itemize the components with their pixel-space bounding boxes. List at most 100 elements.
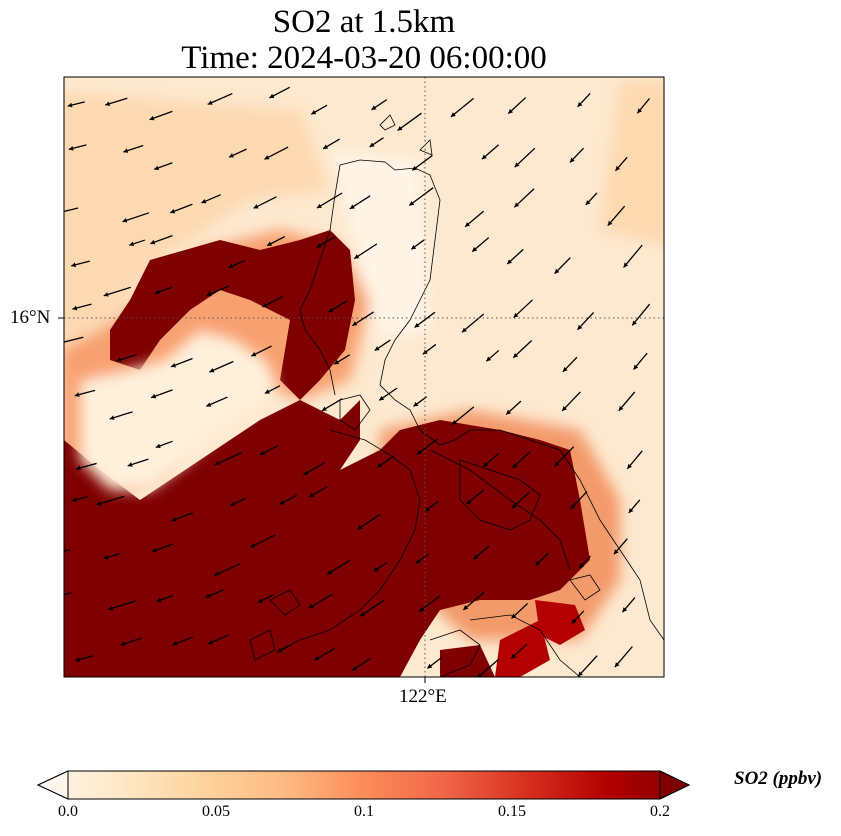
wind-arrow-head <box>360 611 366 617</box>
wind-arrow-shaft <box>316 192 343 209</box>
wind-arrow-head <box>578 671 583 677</box>
wind-arrow-head <box>615 165 621 171</box>
wind-arrow-head <box>71 497 77 503</box>
gridlines <box>64 77 664 677</box>
colorbar-tick: 0.0 <box>58 803 78 820</box>
wind-arrow-head <box>116 357 122 363</box>
wind-arrow-head <box>513 312 519 318</box>
wind-arrow-head <box>257 598 263 603</box>
wind-arrow-shaft <box>397 112 422 132</box>
wind-arrow-head <box>466 499 472 505</box>
wind-arrow-head <box>75 657 81 662</box>
wind-arrow-head <box>151 393 157 399</box>
wind-arrow-head <box>327 569 333 575</box>
wind-arrow-shaft <box>359 599 385 617</box>
wind-arrow-shaft <box>308 593 333 609</box>
wind-arrow-head <box>577 324 583 330</box>
wind-arrow-head <box>483 462 489 467</box>
wind-arrow-head <box>512 503 518 509</box>
wind-arrow-head <box>506 409 512 415</box>
wind-arrow-head <box>623 262 629 268</box>
wind-arrow-head <box>103 292 109 297</box>
wind-arrow-head <box>103 554 109 560</box>
colorbar-tick: 0.1 <box>354 803 374 820</box>
wind-arrow-shaft <box>631 303 651 326</box>
wind-arrow-head <box>562 406 567 411</box>
wind-arrow-head <box>349 204 355 209</box>
wind-arrow-head <box>205 593 211 599</box>
wind-arrow-shaft <box>326 559 351 575</box>
wind-arrow-head <box>154 289 160 295</box>
wind-arrow-head <box>228 153 234 158</box>
wind-arrow-head <box>554 461 560 467</box>
wind-arrow-head <box>122 217 128 223</box>
wind-arrow-head <box>67 102 73 108</box>
wind-arrow-head <box>201 198 207 204</box>
wind-arrow-head <box>206 291 212 297</box>
wind-arrow-head <box>109 415 115 420</box>
wind-arrow-head <box>618 405 624 411</box>
wind-arrow-head <box>463 605 469 610</box>
wind-arrow-head <box>154 165 160 171</box>
wind-arrow-shaft <box>353 243 378 260</box>
wind-arrow-head <box>481 154 487 160</box>
wind-arrow-head <box>425 506 431 512</box>
wind-arrow-head <box>614 662 620 668</box>
wind-arrow-shaft <box>107 600 137 611</box>
wind-arrow-head <box>628 508 634 513</box>
wind-arrow-head <box>569 157 575 163</box>
wind-arrow-shaft <box>64 207 79 213</box>
wind-arrow-head <box>108 606 114 611</box>
wind-arrow-head <box>613 549 619 555</box>
wind-arrow-head <box>465 222 471 227</box>
wind-arrow-head <box>323 144 329 149</box>
wind-arrow-head <box>607 220 613 226</box>
wind-arrow-head <box>71 262 77 268</box>
wind-arrow-head <box>206 402 212 407</box>
wind-arrow-head <box>170 208 176 214</box>
wind-arrow-head <box>208 639 214 645</box>
wind-arrow-head <box>149 115 155 121</box>
wind-arrow-head <box>570 504 576 510</box>
wind-arrow-head <box>357 524 363 530</box>
wind-arrow-shaft <box>207 92 233 105</box>
wind-arrow-head <box>269 93 275 98</box>
wind-arrow-head <box>514 162 520 168</box>
wind-arrow-head <box>75 465 81 471</box>
wind-arrow-head <box>230 501 236 506</box>
wind-arrow-head <box>303 470 309 475</box>
wind-arrow-shaft <box>64 548 71 552</box>
title-line-1: SO2 at 1.5km <box>272 4 456 40</box>
wind-arrow-head <box>151 547 157 553</box>
wind-arrow-head <box>627 463 632 469</box>
wind-arrow-shaft <box>357 513 381 530</box>
wind-arrow-head <box>379 395 385 401</box>
wind-arrow-head <box>209 368 215 373</box>
wind-arrow-shaft <box>214 452 242 466</box>
wind-arrow-shaft <box>103 286 131 297</box>
colorbar-tick: 0.05 <box>202 803 230 820</box>
wind-arrow-head <box>472 246 478 252</box>
wind-arrow-shaft <box>462 592 485 611</box>
wind-arrow-head <box>414 322 420 328</box>
wind-arrow-head <box>397 126 403 131</box>
wind-arrow-head <box>68 145 74 151</box>
wind-arrow-head <box>427 663 433 669</box>
wind-arrow-shaft <box>408 187 434 207</box>
wind-arrow-shaft <box>249 534 276 549</box>
wind-arrow-head <box>514 202 520 208</box>
colorbar-label: SO2 (ppbv) <box>734 768 823 789</box>
wind-arrow-head <box>508 108 514 114</box>
wind-arrow-shaft <box>214 563 241 577</box>
wind-vectors <box>64 86 651 677</box>
wind-arrow-head <box>316 243 322 248</box>
wind-arrow-head <box>416 449 422 455</box>
wind-arrow-head <box>155 443 161 449</box>
wind-arrow-head <box>214 571 220 576</box>
wind-arrow-head <box>171 516 177 522</box>
wind-arrow-head <box>96 501 102 506</box>
wind-arrow-head <box>512 463 518 468</box>
wind-arrow-shaft <box>122 212 150 223</box>
colorbar <box>36 770 691 800</box>
